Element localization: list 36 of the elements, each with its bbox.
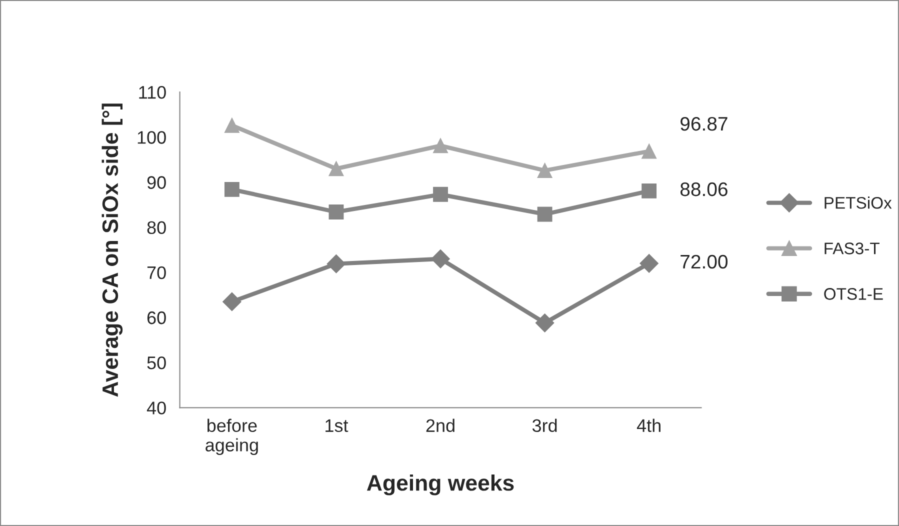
point bbox=[537, 163, 552, 178]
data-label: 88.06 bbox=[680, 182, 728, 196]
legend-label: OTS1-E bbox=[824, 288, 883, 300]
y-axis-title: Average CA on SiOx side [°] bbox=[102, 104, 123, 397]
x-tick-label: 4th bbox=[636, 418, 660, 432]
point bbox=[328, 204, 344, 220]
point bbox=[642, 184, 657, 198]
legend-label: PETSiOx bbox=[824, 196, 892, 209]
y-tick-label: 110 bbox=[139, 86, 166, 99]
point bbox=[431, 250, 450, 268]
legend-label: FAS3-T bbox=[824, 242, 880, 254]
point bbox=[433, 138, 448, 154]
point bbox=[222, 292, 242, 312]
point bbox=[537, 206, 552, 222]
y-tick-label: 60 bbox=[147, 311, 166, 324]
y-tick-label: 40 bbox=[146, 402, 166, 414]
point bbox=[328, 161, 344, 176]
point bbox=[535, 314, 554, 332]
data-label: 72.00 bbox=[680, 254, 728, 269]
y-tick-label: 50 bbox=[147, 356, 166, 370]
x-tick-label: before ageing bbox=[206, 418, 258, 456]
point bbox=[640, 254, 658, 273]
y-tick-label: 80 bbox=[147, 221, 166, 234]
point bbox=[224, 118, 240, 133]
y-tick-label: 70 bbox=[147, 266, 166, 280]
x-tick-label: 3rd bbox=[532, 418, 557, 432]
point bbox=[433, 186, 448, 202]
point bbox=[642, 144, 657, 159]
point bbox=[224, 182, 240, 197]
point bbox=[326, 254, 346, 274]
x-axis-title: Ageing weeks bbox=[366, 474, 514, 496]
x-tick-label: 2nd bbox=[426, 418, 454, 432]
y-tick-label: 90 bbox=[147, 176, 166, 189]
data-label: 96.87 bbox=[680, 116, 728, 131]
y-tick-label: 100 bbox=[138, 131, 166, 144]
x-tick-label: 1st bbox=[326, 419, 348, 432]
